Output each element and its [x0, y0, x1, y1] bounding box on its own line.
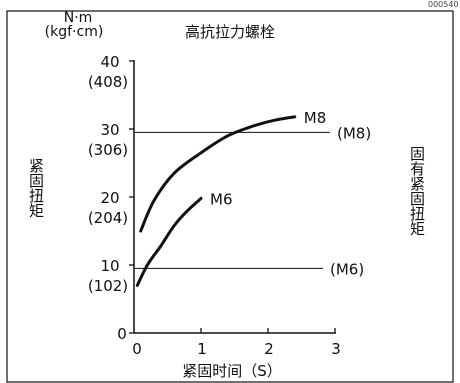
- y-axis-label: 紧固扭矩: [27, 158, 45, 218]
- y-tick-sublabel: (102): [88, 277, 128, 295]
- reference-line-label: (M8): [337, 124, 371, 142]
- series-line-m8: [139, 115, 297, 233]
- y-tick-label: 30: [100, 121, 119, 139]
- y-tick-label: 10: [100, 257, 119, 275]
- y-tick-sublabel: (204): [88, 209, 128, 227]
- y-tick-label: 0: [117, 325, 127, 343]
- reference-line-label: (M6): [330, 260, 364, 278]
- y-unit-primary: N·m: [64, 10, 93, 26]
- x-tick-label: 0: [132, 340, 142, 358]
- series-line-m6: [135, 196, 203, 287]
- series-label: M8: [304, 109, 327, 127]
- x-axis-label: 紧固时间（S）: [182, 362, 282, 380]
- corner-code: 000540: [428, 0, 459, 9]
- y-tick-label: 20: [100, 189, 119, 207]
- plot-area: 0 10 (102) 20 (204) 30 (306) 40 (408) 0 1 2 3 (M8) (M6…: [88, 53, 371, 358]
- y-tick-sublabel: (306): [88, 141, 128, 159]
- x-tick-label: 1: [197, 340, 207, 358]
- figure-frame: [6, 10, 454, 383]
- y-axis-right-label: 固有紧固扭矩: [408, 146, 426, 236]
- y-unit-secondary: (kgf·cm): [45, 24, 104, 40]
- chart-title: 高抗拉力螺栓: [185, 23, 275, 41]
- x-tick-label: 2: [264, 340, 274, 358]
- series-label: M6: [210, 190, 233, 208]
- y-tick-label: 40: [100, 53, 119, 71]
- x-tick-label: 3: [331, 340, 341, 358]
- y-tick-sublabel: (408): [88, 73, 128, 91]
